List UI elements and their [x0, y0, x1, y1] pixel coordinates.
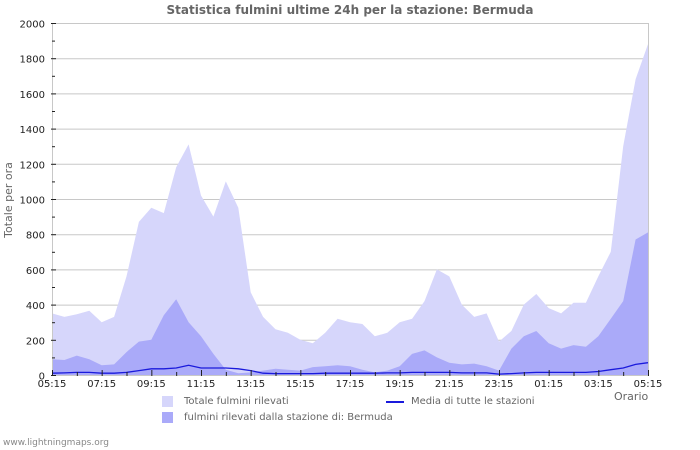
x-axis-ticks: 05:15 07:15 09:15 11:15 13:15 15:15 17:15 19:15…: [38, 370, 663, 390]
x-tick-label: 11:15: [187, 379, 216, 390]
average-line-swatch: [386, 401, 404, 403]
x-tick-label: 17:15: [336, 379, 365, 390]
y-tick-label: 1800: [20, 55, 45, 66]
y-tick-label: 600: [26, 266, 45, 277]
x-tick-label: 09:15: [137, 379, 166, 390]
legend-label-total: Totale fulmini rilevati: [184, 396, 289, 407]
station-strikes-area: [52, 232, 648, 375]
y-tick-label: 400: [26, 301, 45, 312]
y-tick-label: 1000: [20, 196, 45, 207]
x-tick-label: 19:15: [385, 379, 414, 390]
y-tick-label: 200: [26, 336, 45, 347]
x-axis-title: Orario: [614, 390, 649, 403]
x-tick-label: 07:15: [87, 379, 116, 390]
x-tick-label: 05:15: [634, 379, 663, 390]
y-tick-label: 1200: [20, 160, 45, 171]
y-axis-ticks: 0 200 400 600 800 1000 1200 1400 1600 1800 2000: [20, 20, 56, 383]
y-tick-label: 1400: [20, 125, 45, 136]
source-footer: www.lightningmaps.org: [3, 438, 109, 448]
x-tick-label: 13:15: [236, 379, 265, 390]
y-tick-label: 0: [39, 372, 45, 383]
x-tick-label: 15:15: [286, 379, 315, 390]
total-swatch: [162, 396, 173, 407]
total-strikes-area: [52, 44, 648, 375]
x-tick-label: 23:15: [485, 379, 514, 390]
legend-label-average: Media di tutte le stazioni: [411, 396, 535, 407]
station-swatch: [162, 412, 173, 423]
y-tick-label: 1600: [20, 90, 45, 101]
x-tick-label: 21:15: [435, 379, 464, 390]
x-tick-label: 01:15: [534, 379, 563, 390]
legend-label-station: fulmini rilevati dalla stazione di: Berm…: [184, 412, 393, 423]
y-tick-label: 800: [26, 231, 45, 242]
x-tick-label: 03:15: [584, 379, 613, 390]
chart-title: Statistica fulmini ultime 24h per la sta…: [166, 3, 534, 17]
y-tick-label: 2000: [20, 20, 45, 31]
x-tick-label: 05:15: [38, 379, 67, 390]
y-axis-title: Totale per ora: [2, 162, 15, 239]
